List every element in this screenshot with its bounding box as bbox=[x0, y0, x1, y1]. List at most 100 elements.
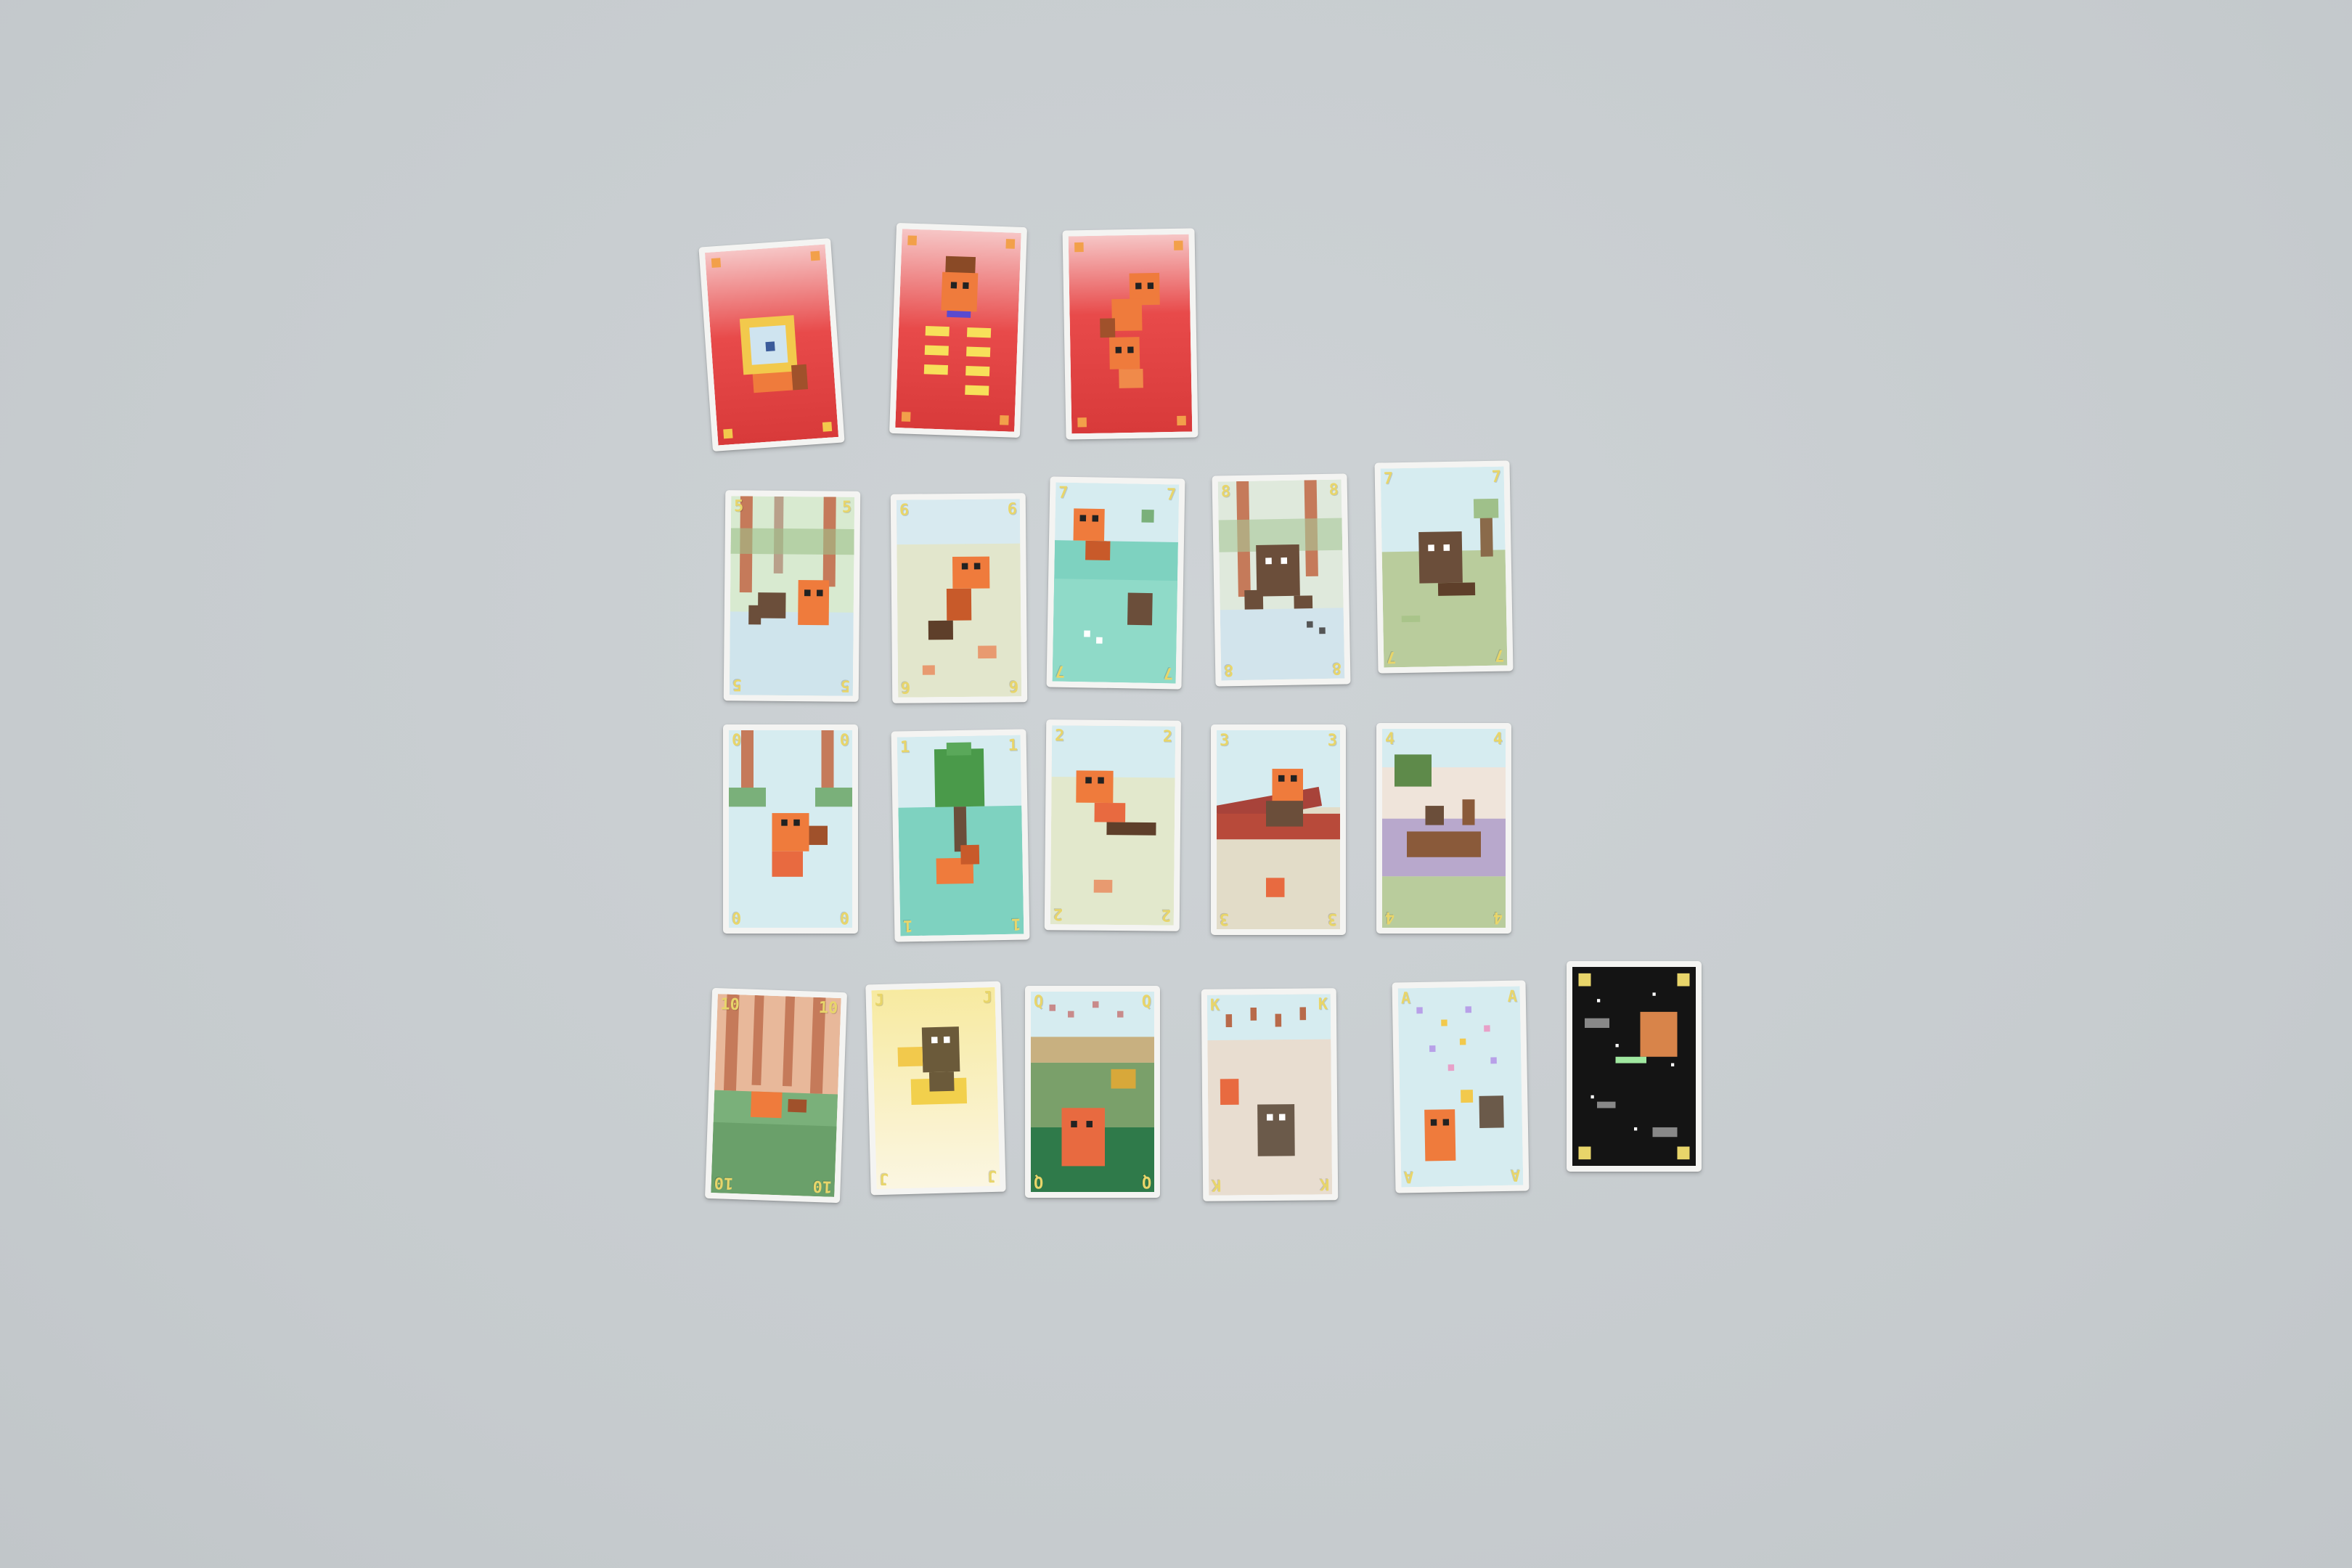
rank-index: J bbox=[878, 1169, 889, 1188]
tree-island-art bbox=[897, 735, 1024, 936]
rat-sitting-art bbox=[1380, 466, 1508, 668]
confetti-art bbox=[1397, 986, 1524, 1188]
card-face: J J J J bbox=[871, 987, 1000, 1190]
rank-index: 1 bbox=[902, 916, 913, 935]
rank-index: K bbox=[1318, 995, 1328, 1014]
card-face: Q Q Q Q bbox=[1031, 992, 1154, 1192]
rank-index: 7 bbox=[1058, 483, 1069, 502]
rank-index: A bbox=[1400, 989, 1411, 1008]
rank-index: 7 bbox=[1166, 486, 1177, 505]
card-face: K K K K bbox=[1206, 994, 1333, 1196]
card-0[interactable]: 0 0 0 0 bbox=[723, 724, 858, 934]
card-7-water[interactable]: 7 7 7 7 bbox=[1046, 476, 1185, 690]
rank-index: 7 bbox=[1491, 467, 1502, 486]
card-A[interactable]: A A A A bbox=[1392, 980, 1530, 1193]
rat-with-gold-art bbox=[871, 987, 1000, 1190]
rank-index: J bbox=[982, 988, 993, 1008]
card-4[interactable]: 4 4 4 4 bbox=[1376, 723, 1511, 934]
beaver-pushing-art bbox=[896, 499, 1022, 698]
rain-beaver-art bbox=[1031, 992, 1154, 1192]
rank-index: J bbox=[874, 991, 885, 1010]
card-K[interactable]: K K K K bbox=[1201, 988, 1339, 1201]
card-face: 10 10 10 10 bbox=[711, 994, 841, 1197]
card-face bbox=[704, 244, 839, 446]
card-Q[interactable]: Q Q Q Q bbox=[1025, 986, 1160, 1198]
rank-index: 4 bbox=[1385, 908, 1395, 926]
rank-index: 4 bbox=[1493, 908, 1503, 926]
log-ride-art bbox=[1217, 730, 1340, 929]
card-face: 7 7 7 7 bbox=[1052, 482, 1180, 684]
card-2[interactable]: 2 2 2 2 bbox=[1044, 719, 1182, 931]
card-5[interactable]: 5 5 5 5 bbox=[723, 490, 861, 702]
rank-index: 4 bbox=[1385, 730, 1395, 748]
rank-index: A bbox=[1507, 987, 1518, 1006]
rank-index: 7 bbox=[1163, 663, 1174, 682]
card-8[interactable]: 8 8 8 8 bbox=[1212, 473, 1351, 687]
rank-index: 5 bbox=[840, 676, 851, 695]
card-special-1[interactable] bbox=[698, 237, 845, 452]
beaver-king-art bbox=[1206, 994, 1333, 1196]
rank-index: 3 bbox=[1327, 910, 1337, 928]
card-face: A A A A bbox=[1397, 986, 1524, 1188]
card-face: 8 8 8 8 bbox=[1217, 479, 1345, 681]
rank-index: 2 bbox=[1161, 905, 1172, 924]
forest-floor-art bbox=[711, 994, 841, 1197]
rank-index: 10 bbox=[818, 998, 838, 1018]
rank-index: 10 bbox=[812, 1176, 833, 1196]
beaver-pair-art bbox=[1068, 234, 1193, 434]
rank-index: 7 bbox=[1055, 661, 1066, 680]
card-6[interactable]: 6 6 6 6 bbox=[890, 493, 1028, 703]
card-special-3[interactable] bbox=[1062, 228, 1199, 440]
rank-index: 6 bbox=[1008, 677, 1019, 695]
rank-index: 2 bbox=[1053, 905, 1063, 923]
gold-stacks-art bbox=[895, 229, 1021, 432]
rank-index: Q bbox=[1034, 993, 1044, 1011]
rank-index: Q bbox=[1141, 993, 1151, 1011]
rank-index: 6 bbox=[899, 501, 910, 520]
card-1[interactable]: 1 1 1 1 bbox=[891, 729, 1030, 942]
card-J[interactable]: J J J J bbox=[865, 981, 1006, 1196]
card-face: 3 3 3 3 bbox=[1217, 730, 1340, 929]
card-3[interactable]: 3 3 3 3 bbox=[1211, 724, 1346, 935]
rank-index: 0 bbox=[839, 908, 849, 926]
rank-index: 4 bbox=[1493, 730, 1503, 748]
card-face: 1 1 1 1 bbox=[897, 735, 1024, 936]
rank-index: 8 bbox=[1223, 661, 1234, 679]
rank-index: 3 bbox=[1327, 732, 1337, 750]
rank-index: 10 bbox=[719, 995, 740, 1015]
beaver-flying-art bbox=[1050, 725, 1176, 926]
rat-dance-art bbox=[1217, 479, 1345, 681]
rank-index: 7 bbox=[1383, 470, 1394, 489]
rank-index: Q bbox=[1034, 1172, 1044, 1191]
rank-index: 8 bbox=[1220, 483, 1231, 502]
rank-index: 7 bbox=[1386, 648, 1397, 666]
rank-index: 0 bbox=[732, 732, 742, 750]
rank-index: A bbox=[1403, 1167, 1414, 1186]
card-special-2[interactable] bbox=[889, 222, 1028, 438]
rank-index: 3 bbox=[1220, 910, 1230, 928]
beaver-jump-art bbox=[729, 730, 852, 928]
card-face: 6 6 6 6 bbox=[896, 499, 1022, 698]
rank-index: 7 bbox=[1494, 645, 1505, 664]
rank-index: 3 bbox=[1220, 732, 1230, 750]
rank-index: 5 bbox=[732, 675, 743, 694]
rank-index: K bbox=[1211, 1175, 1222, 1194]
rank-index: 10 bbox=[714, 1173, 734, 1193]
rank-index: 6 bbox=[1007, 500, 1018, 519]
rank-index: 1 bbox=[899, 738, 910, 757]
card-face: 7 7 7 7 bbox=[1380, 466, 1508, 668]
card-face bbox=[1572, 967, 1696, 1166]
coin-beaver-art bbox=[704, 244, 839, 446]
card-face bbox=[895, 229, 1021, 432]
rank-index: K bbox=[1319, 1175, 1330, 1193]
rank-index: A bbox=[1510, 1165, 1521, 1184]
rank-index: 2 bbox=[1054, 727, 1065, 746]
diving-beaver-art bbox=[1052, 482, 1180, 684]
rank-index: K bbox=[1209, 996, 1220, 1015]
card-7-meadow[interactable]: 7 7 7 7 bbox=[1374, 460, 1514, 674]
card-joker[interactable] bbox=[1567, 961, 1702, 1172]
beaver-with-rat-art bbox=[729, 496, 855, 696]
rank-index: 1 bbox=[1008, 736, 1018, 755]
card-10[interactable]: 10 10 10 10 bbox=[704, 987, 848, 1204]
rank-index: 5 bbox=[733, 497, 744, 516]
